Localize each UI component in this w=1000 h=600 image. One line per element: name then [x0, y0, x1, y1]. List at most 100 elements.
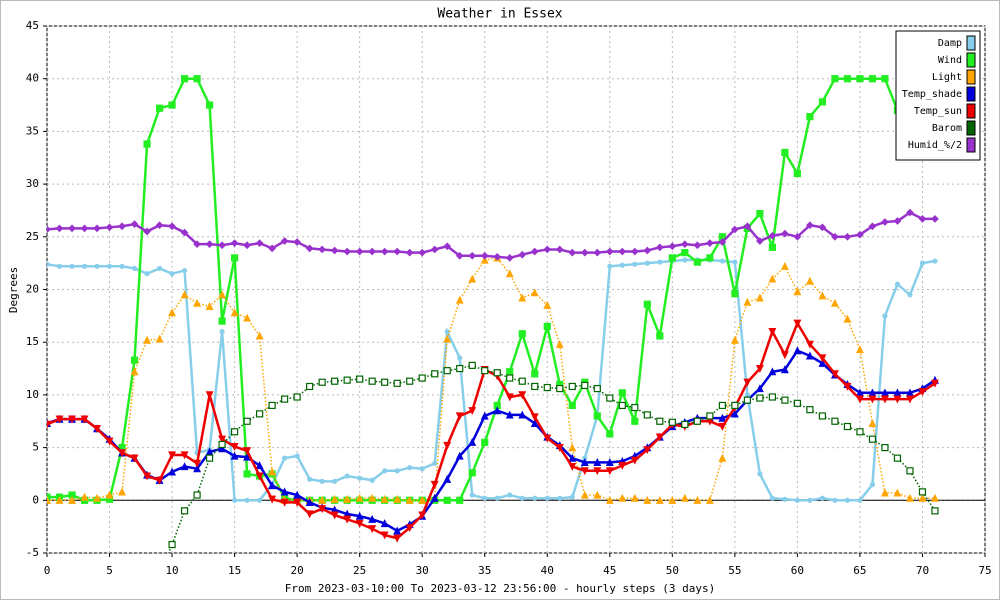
point: [693, 417, 701, 425]
point: [343, 515, 352, 524]
point: [794, 497, 801, 503]
point: [880, 488, 889, 497]
point: [518, 250, 527, 259]
point: [568, 443, 577, 452]
point: [818, 412, 827, 420]
point: [868, 75, 877, 83]
point: [593, 458, 602, 466]
point: [493, 252, 502, 261]
point: [407, 465, 413, 471]
point: [906, 208, 914, 217]
point: [280, 237, 289, 245]
y-tick-label: -5: [26, 546, 39, 559]
point: [169, 271, 175, 277]
point: [880, 395, 889, 404]
point: [505, 393, 514, 402]
point: [869, 481, 876, 488]
x-tick-label: 40: [541, 564, 554, 577]
point: [630, 493, 639, 502]
point: [844, 497, 851, 503]
point: [430, 493, 439, 502]
point: [93, 493, 101, 502]
point: [218, 241, 226, 250]
point: [193, 240, 201, 249]
point: [530, 247, 539, 256]
point: [368, 493, 377, 502]
point: [918, 388, 927, 397]
point: [731, 401, 739, 410]
point: [868, 419, 877, 427]
point: [618, 493, 627, 502]
point: [205, 454, 214, 462]
point: [68, 415, 76, 424]
point: [268, 244, 276, 253]
point: [755, 384, 764, 393]
point: [180, 228, 189, 237]
point: [243, 452, 252, 461]
point: [405, 495, 414, 504]
point: [230, 308, 239, 317]
point: [380, 494, 389, 503]
point: [155, 476, 164, 485]
point: [768, 231, 777, 240]
legend-swatch: [966, 137, 976, 153]
point: [781, 396, 789, 404]
point: [418, 495, 427, 504]
point: [919, 260, 926, 266]
point: [268, 495, 277, 504]
point: [230, 239, 239, 247]
point: [393, 247, 402, 256]
point: [843, 314, 852, 323]
point: [931, 507, 939, 515]
point: [518, 293, 527, 302]
point: [218, 290, 227, 299]
point: [268, 467, 277, 476]
point: [682, 257, 688, 263]
point: [193, 75, 201, 83]
point: [505, 254, 514, 262]
point: [356, 375, 364, 383]
point: [530, 419, 539, 427]
point: [918, 493, 927, 502]
legend-swatch: [966, 120, 976, 136]
point: [130, 220, 139, 229]
point: [569, 494, 575, 500]
point: [355, 519, 364, 528]
point: [418, 511, 427, 520]
point: [793, 169, 802, 178]
point: [505, 410, 514, 419]
point: [281, 395, 289, 403]
point: [568, 248, 577, 257]
point: [793, 399, 802, 407]
point: [368, 377, 376, 385]
point: [518, 330, 526, 338]
point: [293, 490, 302, 499]
point: [180, 75, 189, 83]
point: [906, 467, 914, 475]
point: [818, 223, 827, 232]
point: [80, 492, 89, 501]
point: [931, 493, 939, 502]
point: [180, 462, 189, 471]
point: [380, 519, 389, 528]
point: [318, 495, 327, 504]
point: [480, 255, 489, 264]
legend-swatch: [966, 35, 976, 51]
point: [193, 298, 202, 307]
point: [243, 313, 252, 322]
point: [432, 460, 438, 467]
point: [80, 224, 89, 233]
point: [818, 98, 827, 106]
point: [756, 210, 764, 218]
point: [243, 447, 252, 456]
point: [168, 451, 177, 460]
point: [119, 263, 125, 269]
legend-label: Humid_%/2: [908, 140, 962, 151]
point: [394, 468, 400, 474]
point: [868, 395, 877, 404]
point: [781, 229, 789, 238]
x-tick-label: 0: [44, 564, 51, 577]
point: [468, 437, 477, 446]
point: [806, 113, 814, 121]
point: [293, 238, 301, 246]
